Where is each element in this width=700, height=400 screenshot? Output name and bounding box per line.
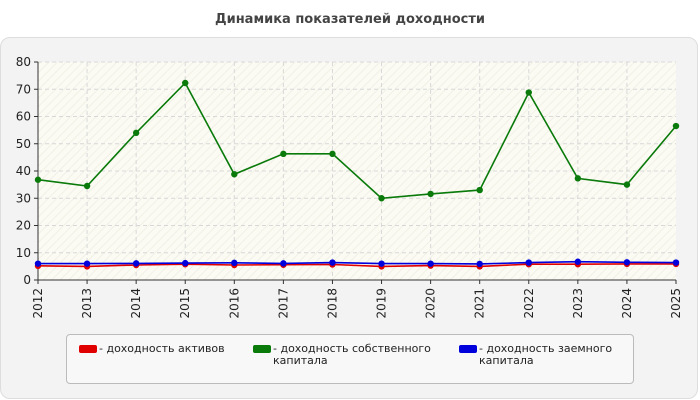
legend-label-debt: - доходность заемного капитала (479, 342, 613, 367)
data-point (525, 259, 532, 266)
y-tick-label: 0 (23, 273, 31, 287)
data-point (83, 182, 91, 190)
data-point (574, 258, 582, 265)
data-point (623, 181, 631, 188)
y-tick-label: 60 (16, 110, 31, 124)
grid-lines (38, 61, 676, 280)
x-tick-label: 2018 (325, 288, 339, 319)
y-tick-label: 30 (16, 191, 31, 205)
data-point (231, 259, 238, 267)
legend-label-equity: - доходность собственного капитала (273, 342, 431, 367)
data-point (427, 260, 434, 267)
series-line (38, 260, 677, 265)
series-2 (34, 258, 680, 268)
legend-label-assets: - доходность активов (99, 342, 225, 355)
x-tick-label: 2022 (522, 288, 536, 319)
x-tick-label: 2012 (31, 288, 45, 319)
legend-swatch-debt (459, 345, 477, 353)
data-point (476, 186, 483, 194)
data-point (83, 260, 91, 267)
x-tick-label: 2023 (571, 288, 585, 319)
y-tick-label: 70 (16, 82, 31, 96)
x-tick-label: 2013 (80, 288, 94, 319)
legend-swatch-assets (79, 345, 97, 353)
series-line (37, 81, 677, 200)
y-tick-label: 80 (16, 55, 31, 69)
data-point (132, 129, 140, 137)
data-point (231, 171, 238, 178)
x-tick-label: 2015 (178, 288, 192, 319)
x-tick-label: 2021 (473, 288, 487, 319)
data-point (525, 89, 532, 96)
series-1 (34, 79, 680, 202)
data-point (623, 259, 631, 266)
x-tick-label: 2025 (669, 288, 683, 319)
x-tick-label: 2024 (620, 288, 634, 319)
data-point (672, 259, 680, 266)
x-tick-label: 2017 (276, 288, 290, 319)
x-tick-label: 2019 (375, 288, 389, 319)
axes (34, 61, 677, 284)
series-line (37, 263, 676, 268)
data-point (132, 260, 140, 267)
data-point (280, 150, 287, 158)
x-tick-label: 2014 (129, 288, 143, 319)
y-tick-label: 20 (16, 219, 31, 233)
chart-title: Динамика показателей доходности (215, 12, 485, 27)
y-tick-labels: 0 10 20 30 40 50 60 70 80 (16, 55, 31, 287)
data-point (378, 260, 385, 267)
data-point (476, 260, 483, 268)
legend-swatch-equity (253, 345, 271, 353)
y-tick-label: 40 (16, 164, 31, 178)
x-tick-labels: 2012 2013 2014 2015 2016 2017 2018 2019 2020 2021… (31, 288, 683, 319)
data-point (182, 79, 189, 87)
series-group (34, 79, 680, 270)
data-point (34, 176, 42, 183)
x-tick-label: 2016 (227, 288, 241, 319)
data-point (329, 259, 336, 266)
data-point (378, 195, 385, 202)
data-point (34, 260, 42, 267)
x-tick-label: 2020 (424, 288, 438, 319)
y-tick-label: 50 (16, 137, 31, 151)
data-point (574, 175, 582, 182)
data-point (280, 260, 287, 267)
data-point (672, 122, 680, 130)
data-point (329, 150, 336, 158)
legend: - доходность активов - доходность собств… (66, 334, 634, 384)
data-point (182, 259, 189, 267)
data-point (427, 190, 434, 198)
y-tick-label: 10 (16, 246, 31, 260)
